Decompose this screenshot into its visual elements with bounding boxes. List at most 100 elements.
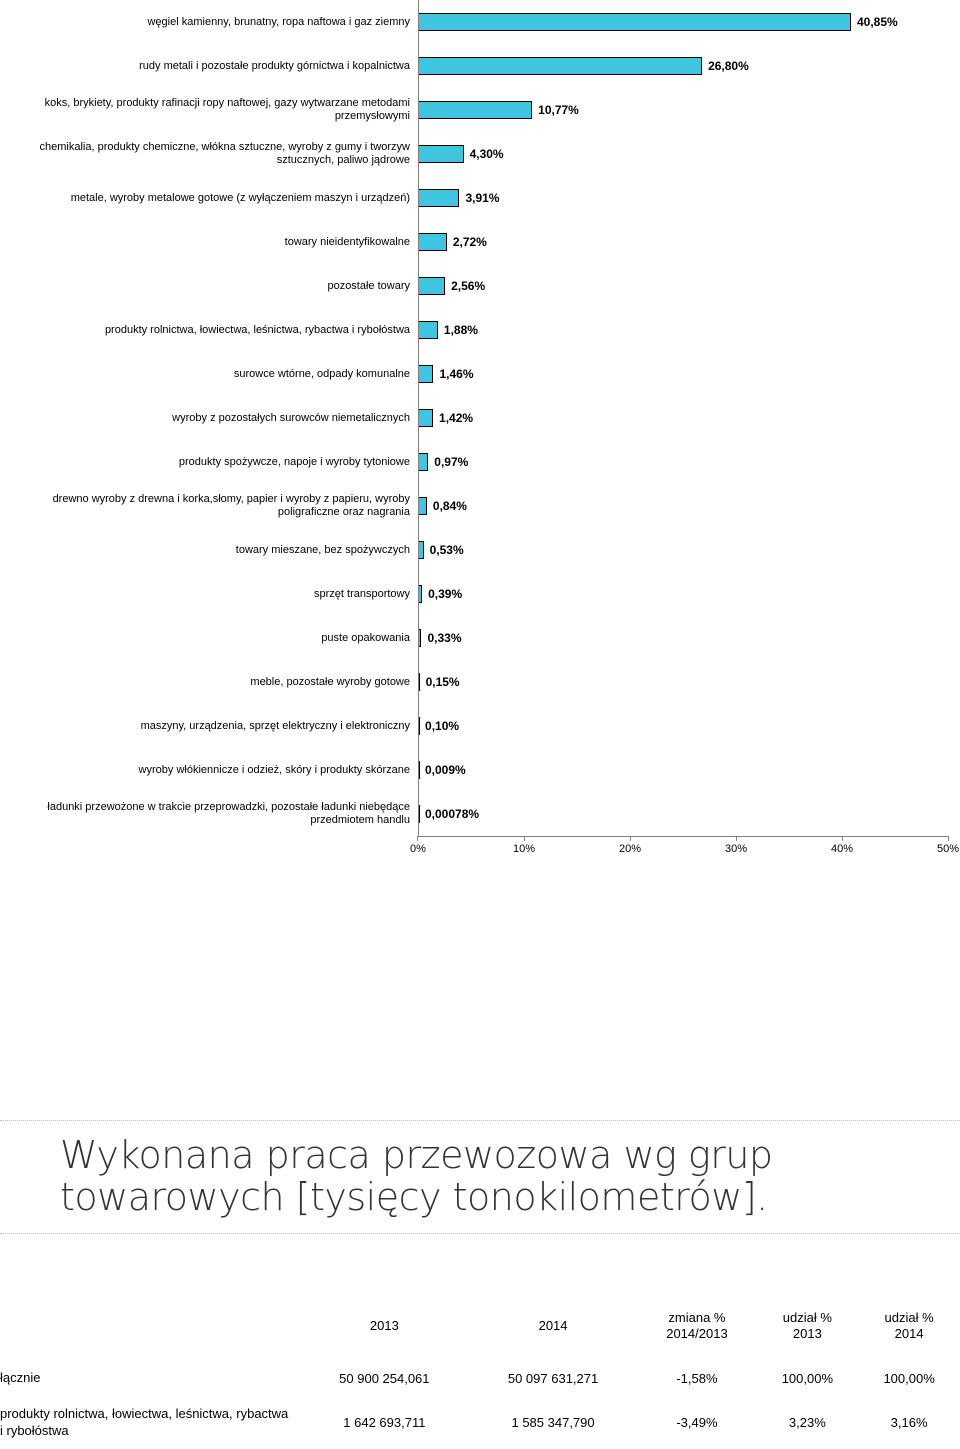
chart-category-label: pozostałe towary	[0, 280, 418, 293]
chart-bar	[418, 13, 851, 31]
chart-plot-cell: 2,72%	[418, 220, 960, 264]
chart-bar	[418, 409, 433, 427]
bar-chart: węgiel kamienny, brunatny, ropa naftowa …	[0, 0, 960, 860]
chart-row: surowce wtórne, odpady komunalne 1,46%	[0, 352, 960, 396]
chart-row: maszyny, urządzenia, sprzęt elektryczny …	[0, 704, 960, 748]
table-cell: 1 642 693,711	[300, 1396, 469, 1449]
table-header-cell: 2014	[469, 1304, 638, 1361]
chart-x-tick: 10%	[513, 836, 535, 855]
chart-bar-value: 0,97%	[434, 455, 468, 469]
chart-bar-value: 2,72%	[453, 235, 487, 249]
chart-plot-cell: 10,77%	[418, 88, 960, 132]
chart-category-label: surowce wtórne, odpady komunalne	[0, 368, 418, 381]
chart-bar-value: 26,80%	[708, 59, 749, 73]
chart-x-tick: 50%	[937, 836, 959, 855]
chart-bar-value: 3,91%	[465, 191, 499, 205]
table-header-row: 20132014zmiana %2014/2013udział %2013udz…	[0, 1304, 960, 1361]
chart-category-label: węgiel kamienny, brunatny, ropa naftowa …	[0, 16, 418, 29]
table-cell: 50 097 631,271	[469, 1360, 638, 1396]
chart-bar-value: 1,42%	[439, 411, 473, 425]
chart-category-label: maszyny, urządzenia, sprzęt elektryczny …	[0, 720, 418, 733]
chart-category-label: puste opakowania	[0, 632, 418, 645]
chart-bar-value: 0,33%	[427, 631, 461, 645]
chart-row: produkty rolnictwa, łowiectwa, leśnictwa…	[0, 308, 960, 352]
chart-x-axis: 0%10%20%30%40%50%	[0, 836, 960, 860]
chart-category-label: produkty rolnictwa, łowiectwa, leśnictwa…	[0, 324, 418, 337]
table-header-cell: udział %2014	[858, 1304, 960, 1361]
chart-plot-cell: 1,46%	[418, 352, 960, 396]
chart-plot-cell: 4,30%	[418, 132, 960, 176]
chart-bar	[418, 57, 702, 75]
chart-category-label: meble, pozostałe wyroby gotowe	[0, 676, 418, 689]
chart-bar-value: 0,00078%	[425, 807, 479, 821]
table-body: łącznie50 900 254,06150 097 631,271-1,58…	[0, 1360, 960, 1449]
chart-bar-value: 2,56%	[451, 279, 485, 293]
chart-bar	[418, 101, 532, 119]
chart-category-label: produkty spożywcze, napoje i wyroby tyto…	[0, 456, 418, 469]
table-cell: 3,23%	[757, 1396, 859, 1449]
chart-row: węgiel kamienny, brunatny, ropa naftowa …	[0, 0, 960, 44]
chart-bar-value: 1,46%	[439, 367, 473, 381]
chart-category-label: drewno wyroby z drewna i korka,słomy, pa…	[0, 493, 418, 518]
table-cell: 1 585 347,790	[469, 1396, 638, 1449]
chart-plot-cell: 3,91%	[418, 176, 960, 220]
chart-row: drewno wyroby z drewna i korka,słomy, pa…	[0, 484, 960, 528]
table-row-label: łącznie	[0, 1360, 300, 1396]
chart-row: pozostałe towary 2,56%	[0, 264, 960, 308]
chart-x-tick-label: 20%	[619, 843, 641, 855]
chart-bar	[418, 453, 428, 471]
chart-bar	[418, 321, 438, 339]
chart-plot-cell: 0,84%	[418, 484, 960, 528]
section-title-block: Wykonana praca przewozowa wg grup towaro…	[0, 1120, 960, 1234]
chart-bar	[418, 189, 459, 207]
chart-row: metale, wyroby metalowe gotowe (z wyłącz…	[0, 176, 960, 220]
chart-row: puste opakowania 0,33%	[0, 616, 960, 660]
table-cell: 3,16%	[858, 1396, 960, 1449]
chart-row: sprzęt transportowy0,39%	[0, 572, 960, 616]
chart-plot-cell: 0,53%	[418, 528, 960, 572]
chart-bar	[418, 365, 433, 383]
chart-category-label: wyroby włókiennicze i odzież, skóry i pr…	[0, 764, 418, 777]
chart-row: rudy metali i pozostałe produkty górnict…	[0, 44, 960, 88]
chart-row: koks, brykiety, produkty rafinacji ropy …	[0, 88, 960, 132]
chart-x-tick: 20%	[619, 836, 641, 855]
table-header-cell	[0, 1304, 300, 1361]
chart-plot-cell: 0,33%	[418, 616, 960, 660]
chart-x-tick: 40%	[831, 836, 853, 855]
chart-plot-cell: 0,10%	[418, 704, 960, 748]
chart-x-tick-label: 10%	[513, 843, 535, 855]
chart-x-tick-label: 40%	[831, 843, 853, 855]
chart-plot-cell: 0,97%	[418, 440, 960, 484]
chart-category-label: chemikalia, produkty chemiczne, włókna s…	[0, 141, 418, 166]
chart-plot-cell: 40,85%	[418, 0, 960, 44]
table-header-cell: 2013	[300, 1304, 469, 1361]
chart-bar-value: 0,53%	[430, 543, 464, 557]
table-header-cell: udział %2013	[757, 1304, 859, 1361]
table-cell: 50 900 254,061	[300, 1360, 469, 1396]
chart-bar	[418, 145, 464, 163]
chart-x-tick-label: 0%	[410, 843, 426, 855]
chart-bar-value: 1,88%	[444, 323, 478, 337]
chart-row: towary nieidentyfikowalne 2,72%	[0, 220, 960, 264]
table-cell: 100,00%	[757, 1360, 859, 1396]
chart-category-label: wyroby z pozostałych surowców niemetalic…	[0, 412, 418, 425]
chart-category-label: towary nieidentyfikowalne	[0, 236, 418, 249]
chart-row: meble, pozostałe wyroby gotowe 0,15%	[0, 660, 960, 704]
data-table: 20132014zmiana %2014/2013udział %2013udz…	[0, 1304, 960, 1449]
chart-plot-cell: 1,88%	[418, 308, 960, 352]
chart-x-tick-label: 50%	[937, 843, 959, 855]
chart-bar	[418, 497, 427, 515]
chart-plot-cell: 1,42%	[418, 396, 960, 440]
chart-category-label: metale, wyroby metalowe gotowe (z wyłącz…	[0, 192, 418, 205]
table-cell: 100,00%	[858, 1360, 960, 1396]
chart-bar-value: 0,15%	[426, 675, 460, 689]
chart-row: towary mieszane, bez spożywczych0,53%	[0, 528, 960, 572]
chart-category-label: ładunki przewożone w trakcie przeprowadz…	[0, 801, 418, 826]
chart-plot-cell: 0,39%	[418, 572, 960, 616]
chart-category-label: sprzęt transportowy	[0, 588, 418, 601]
chart-plot-cell: 2,56%	[418, 264, 960, 308]
chart-bar-value: 0,10%	[425, 719, 459, 733]
chart-category-label: koks, brykiety, produkty rafinacji ropy …	[0, 97, 418, 122]
chart-bar	[418, 277, 445, 295]
chart-row: wyroby włókiennicze i odzież, skóry i pr…	[0, 748, 960, 792]
